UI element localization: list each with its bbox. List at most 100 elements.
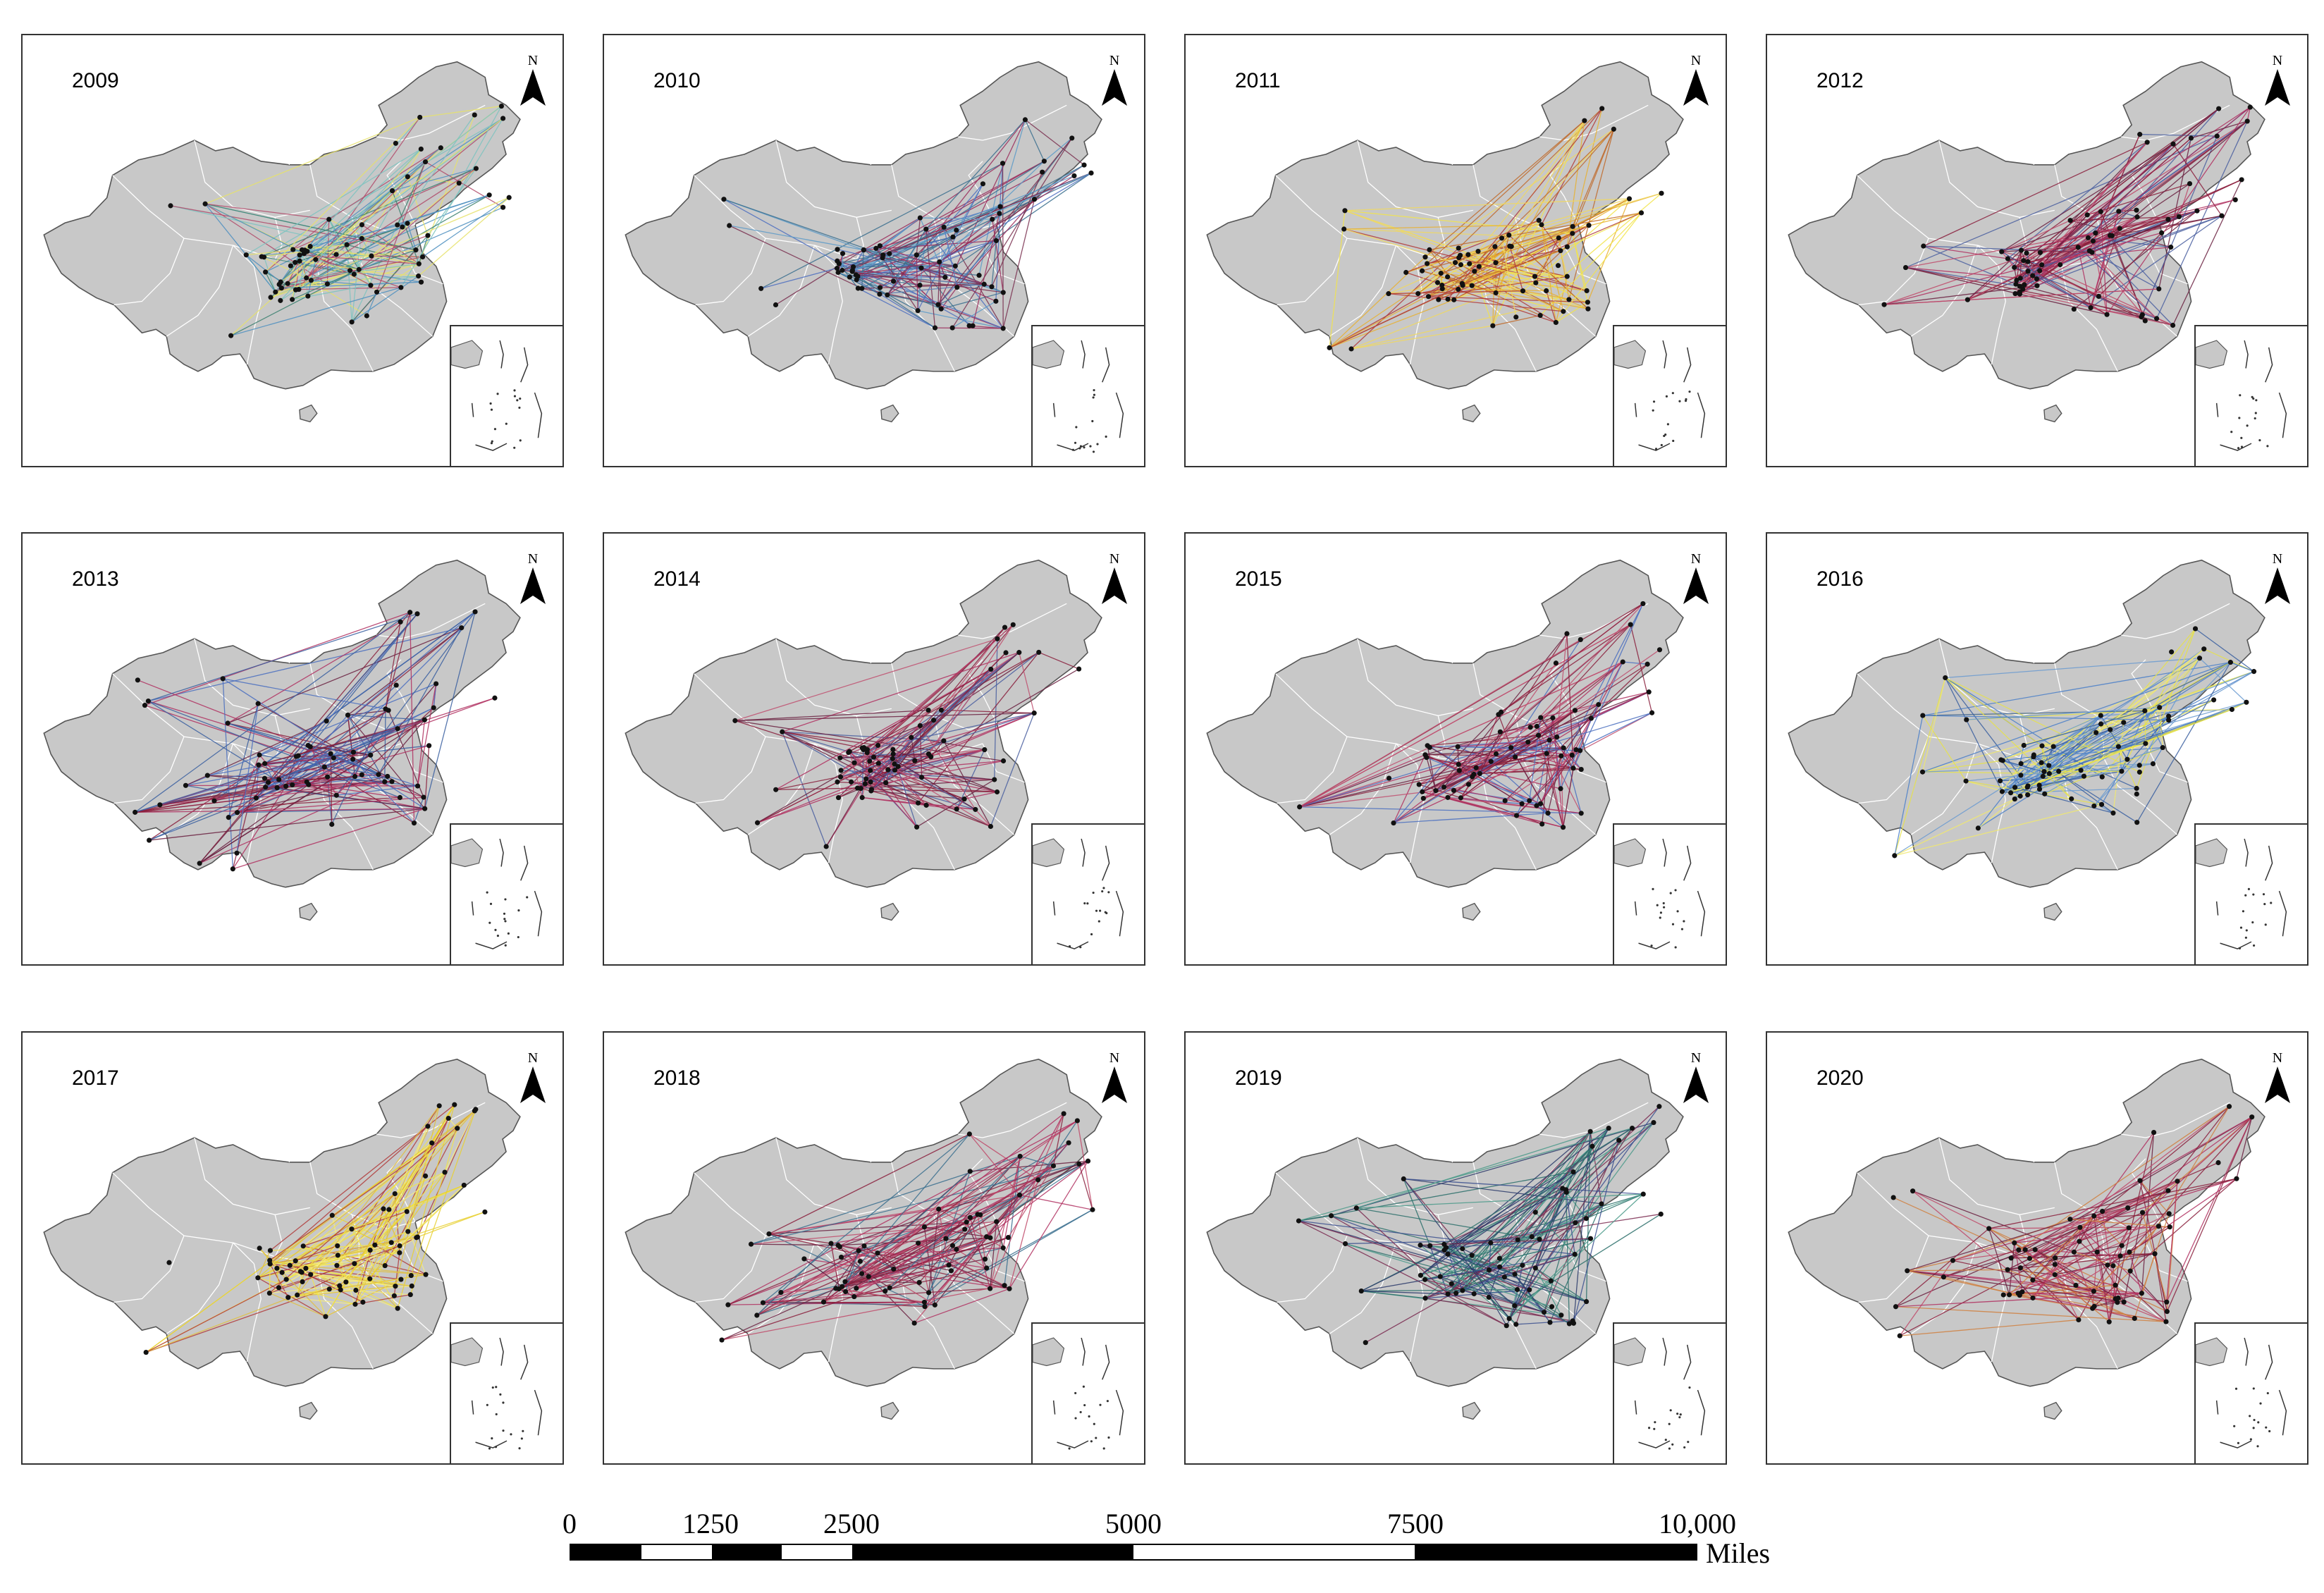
city-node — [472, 1108, 477, 1114]
city-node — [1434, 280, 1441, 285]
network-link — [894, 760, 1004, 771]
network-link — [374, 1118, 449, 1246]
city-node — [347, 268, 353, 273]
network-link — [1428, 276, 1568, 297]
province-border — [274, 1214, 283, 1257]
south-china-sea-inset — [2194, 1322, 2307, 1463]
province-border — [194, 140, 310, 218]
north-letter: N — [1109, 53, 1120, 68]
network-link — [2111, 121, 2248, 236]
city-node — [1512, 1303, 1518, 1308]
city-node — [1578, 766, 1584, 773]
city-node — [1415, 290, 1421, 297]
network-link — [879, 283, 985, 295]
network-link — [2000, 759, 2050, 775]
network-link — [2079, 1212, 2143, 1242]
north-letter: N — [1109, 1050, 1120, 1066]
city-node — [2008, 790, 2014, 796]
network-link — [2136, 628, 2196, 789]
city-node — [1570, 765, 1576, 771]
city-node — [226, 815, 231, 820]
network-link — [1430, 1245, 1473, 1256]
network-link — [1393, 790, 1437, 824]
city-node — [1539, 222, 1544, 228]
city-node — [875, 1250, 880, 1256]
province-border — [958, 1102, 1067, 1138]
city-node — [980, 181, 986, 187]
network-link — [1894, 715, 1924, 856]
city-node — [352, 1261, 357, 1267]
city-node — [1022, 117, 1028, 123]
network-link — [2101, 758, 2128, 805]
network-link — [145, 1142, 433, 1353]
network-link — [227, 621, 401, 724]
city-node — [303, 1265, 309, 1272]
network-link — [1555, 212, 1642, 323]
network-link — [842, 269, 1004, 293]
north-letter: N — [2272, 53, 2283, 68]
city-node — [2244, 118, 2250, 124]
city-node — [850, 264, 856, 270]
network-link — [1447, 1293, 1574, 1324]
network-link — [1428, 296, 1588, 303]
city-node — [2073, 1282, 2079, 1288]
network-link — [1344, 224, 1542, 230]
province-border — [747, 245, 816, 337]
city-node — [1964, 717, 1969, 722]
city-node — [1445, 274, 1451, 280]
city-node — [1556, 235, 1561, 241]
network-link — [954, 172, 1092, 266]
network-link — [1002, 163, 1004, 328]
network-link — [1907, 1190, 2169, 1272]
link-layer — [135, 611, 496, 870]
city-node — [950, 234, 956, 240]
city-node — [1451, 297, 1457, 302]
city-node — [2086, 248, 2092, 254]
province-border — [400, 1242, 443, 1282]
city-node — [2104, 312, 2110, 317]
city-node — [1456, 286, 1461, 292]
city-node — [1583, 1216, 1590, 1222]
city-node — [262, 761, 268, 766]
network-link — [351, 1229, 398, 1309]
city-node — [838, 1254, 844, 1260]
network-link — [1453, 246, 1568, 300]
city-node — [1560, 1186, 1566, 1191]
network-link — [148, 613, 418, 702]
city-node — [917, 215, 923, 221]
city-node — [2093, 230, 2098, 236]
city-node — [918, 265, 924, 271]
city-node — [1629, 1125, 1635, 1131]
city-node — [1587, 1236, 1594, 1241]
province-border — [958, 104, 1067, 141]
network-link — [1922, 710, 2145, 716]
province-border — [747, 1242, 816, 1334]
city-node — [1963, 778, 1969, 784]
city-node — [1578, 748, 1583, 754]
network-link — [892, 712, 1035, 755]
city-node — [1433, 788, 1439, 794]
network-link — [1329, 299, 1454, 348]
city-node — [243, 252, 249, 258]
city-node — [329, 1212, 335, 1218]
network-link — [1922, 661, 2231, 773]
network-link — [1009, 1160, 1089, 1289]
network-link — [977, 1214, 986, 1260]
city-node — [1465, 782, 1472, 787]
network-link — [1536, 805, 1563, 828]
city-node — [1620, 659, 1625, 665]
network-link — [2083, 658, 2201, 777]
network-link — [2022, 1291, 2135, 1320]
network-link — [849, 668, 992, 752]
city-node — [1537, 1236, 1542, 1242]
country-outline — [43, 559, 521, 888]
city-node — [426, 743, 432, 749]
network-link — [304, 148, 422, 254]
city-node — [1445, 794, 1451, 800]
network-link — [1458, 746, 1580, 751]
province-border — [870, 118, 934, 166]
network-link — [756, 1243, 832, 1316]
province-border — [828, 266, 843, 365]
city-node — [1646, 689, 1652, 695]
city-node — [2127, 1249, 2132, 1255]
